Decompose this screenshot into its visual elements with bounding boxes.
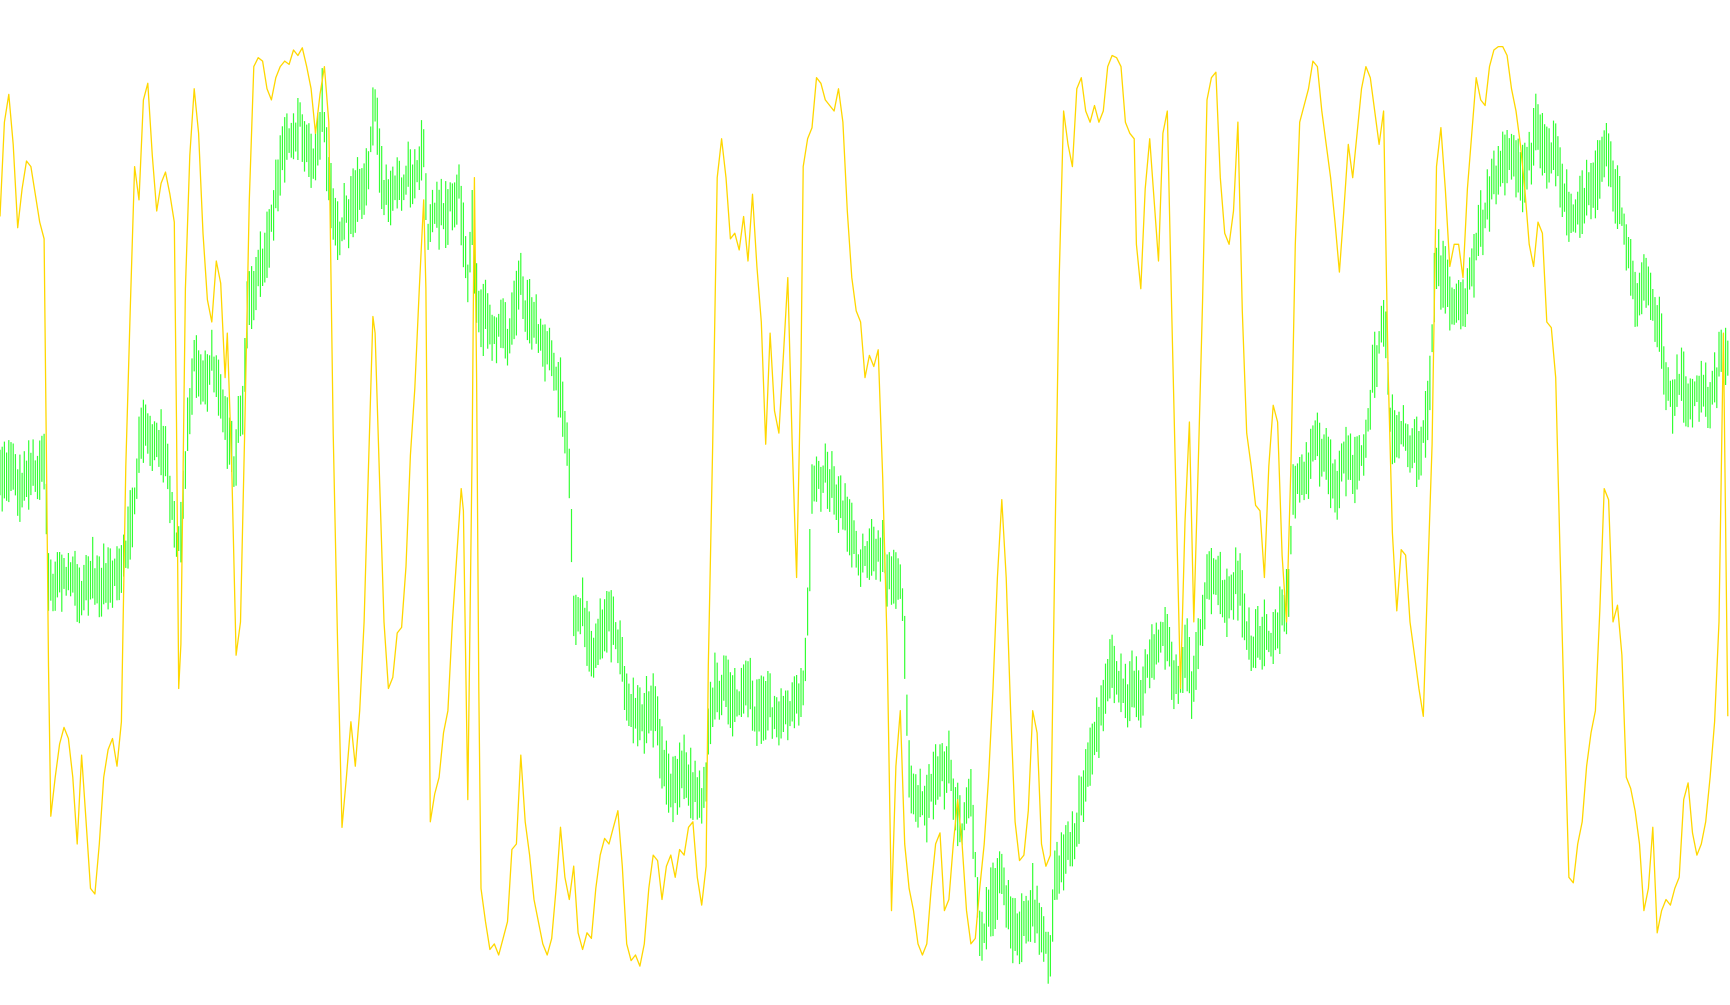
price-bars-series [0,68,1729,984]
oscillator-line-series [0,45,1729,967]
oscillator-line [0,45,1729,967]
